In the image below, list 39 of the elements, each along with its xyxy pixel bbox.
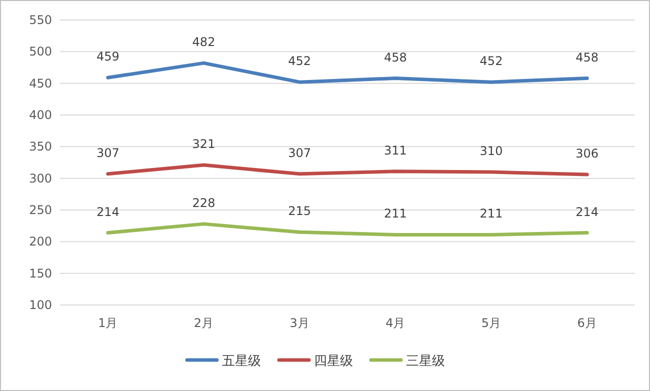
data-label: 310 [480, 144, 503, 158]
y-tick-label: 350 [29, 140, 52, 154]
y-tick-label: 150 [29, 266, 52, 280]
data-label: 458 [576, 50, 599, 64]
x-tick-label: 3月 [290, 316, 310, 330]
x-tick-label: 6月 [577, 316, 597, 330]
y-tick-label: 300 [29, 171, 52, 186]
x-tick-label: 5月 [481, 316, 502, 330]
data-label: 307 [288, 146, 312, 160]
data-label: 307 [96, 146, 120, 160]
line-series [106, 163, 589, 176]
y-tick-label: 550 [29, 13, 52, 27]
y-tick-label: 250 [29, 203, 52, 217]
data-label: 482 [192, 35, 216, 50]
y-tick-label: 400 [29, 108, 52, 122]
legend-label: 五星级 [222, 354, 261, 369]
y-tick-label: 100 [29, 298, 52, 312]
data-label: 311 [384, 143, 407, 158]
data-label: 452 [288, 54, 312, 68]
y-tick-label: 500 [29, 44, 52, 59]
data-label: 211 [480, 206, 503, 221]
data-label: 306 [576, 146, 599, 161]
data-label: 321 [192, 137, 216, 152]
data-label: 228 [192, 196, 216, 210]
line-series [106, 222, 589, 236]
legend-label: 三星级 [406, 354, 445, 369]
data-label: 211 [384, 206, 407, 221]
x-tick-label: 4月 [386, 316, 406, 330]
data-label: 214 [576, 204, 599, 219]
x-tick-label: 2月 [194, 316, 214, 330]
x-tick-label: 1月 [98, 316, 118, 330]
data-label: 215 [288, 204, 312, 218]
legend-label: 四星级 [314, 354, 353, 369]
data-label: 452 [480, 54, 503, 68]
data-label: 458 [384, 50, 407, 64]
data-label: 214 [96, 204, 120, 219]
y-tick-label: 200 [29, 234, 52, 249]
data-label: 459 [96, 50, 120, 64]
y-tick-label: 450 [29, 76, 52, 90]
